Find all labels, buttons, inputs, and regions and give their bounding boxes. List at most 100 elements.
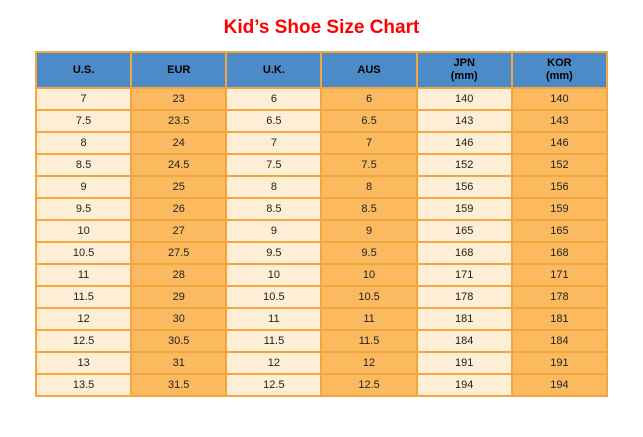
table-cell: 9 xyxy=(320,219,418,243)
table-cell: 7 xyxy=(320,131,418,155)
table-cell: 184 xyxy=(415,329,513,353)
table-cell: 12.5 xyxy=(320,373,418,397)
table-row: 11.5 29 10.5 10.5 178 178 xyxy=(34,285,609,309)
column-header-eur: EUR xyxy=(130,51,228,89)
table-cell: 11.5 xyxy=(34,285,133,309)
table-cell: 194 xyxy=(415,373,513,397)
table-cell: 10.5 xyxy=(320,285,418,309)
table-cell: 12 xyxy=(34,307,133,331)
table-cell: 7.5 xyxy=(225,153,323,177)
table-cell: 31 xyxy=(130,351,228,375)
table-row: 7 23 6 6 140 140 xyxy=(34,87,609,111)
table-row: 7.5 23.5 6.5 6.5 143 143 xyxy=(34,109,609,133)
table-row: 9.5 26 8.5 8.5 159 159 xyxy=(34,197,609,221)
table-cell: 9 xyxy=(225,219,323,243)
table-cell: 7 xyxy=(225,131,323,155)
table-cell: 156 xyxy=(510,175,609,199)
table-cell: 6.5 xyxy=(320,109,418,133)
shoe-size-table: U.S. EUR U.K. AUS JPN (mm) KOR (mm) 7 23 6 6 1… xyxy=(34,51,609,397)
table-cell: 10.5 xyxy=(34,241,133,265)
table-row: 12 30 11 11 181 181 xyxy=(34,307,609,331)
table-cell: 6.5 xyxy=(225,109,323,133)
table-cell: 191 xyxy=(415,351,513,375)
table-cell: 11 xyxy=(34,263,133,287)
column-header-us: U.S. xyxy=(34,51,133,89)
column-header-sublabel: (mm) xyxy=(545,70,573,82)
table-cell: 30 xyxy=(130,307,228,331)
table-cell: 24.5 xyxy=(130,153,228,177)
table-cell: 159 xyxy=(510,197,609,221)
table-cell: 31.5 xyxy=(130,373,228,397)
table-cell: 146 xyxy=(415,131,513,155)
table-cell: 143 xyxy=(415,109,513,133)
table-cell: 168 xyxy=(415,241,513,265)
table-cell: 12 xyxy=(225,351,323,375)
table-cell: 13.5 xyxy=(34,373,133,397)
table-cell: 12 xyxy=(320,351,418,375)
column-header-label: AUS xyxy=(357,63,381,76)
column-header-jpn: JPN (mm) xyxy=(415,51,513,89)
table-cell: 9.5 xyxy=(225,241,323,265)
table-cell: 10 xyxy=(225,263,323,287)
table-cell: 25 xyxy=(130,175,228,199)
table-cell: 7 xyxy=(34,87,133,111)
table-cell: 194 xyxy=(510,373,609,397)
table-cell: 152 xyxy=(510,153,609,177)
table-cell: 178 xyxy=(510,285,609,309)
table-cell: 11.5 xyxy=(320,329,418,353)
table-body: 7 23 6 6 140 140 7.5 23.5 6.5 6.5 143 143 8 24 7 7 146 14… xyxy=(34,87,609,397)
table-cell: 165 xyxy=(415,219,513,243)
table-cell: 140 xyxy=(510,87,609,111)
table-cell: 29 xyxy=(130,285,228,309)
table-cell: 11 xyxy=(320,307,418,331)
table-cell: 27.5 xyxy=(130,241,228,265)
column-header-sublabel: (mm) xyxy=(450,70,478,82)
column-header-label: EUR xyxy=(167,63,191,76)
column-header-uk: U.K. xyxy=(225,51,323,89)
table-cell: 159 xyxy=(415,197,513,221)
column-header-label: U.K. xyxy=(262,63,285,76)
table-cell: 11.5 xyxy=(225,329,323,353)
table-cell: 26 xyxy=(130,197,228,221)
table-cell: 181 xyxy=(510,307,609,331)
table-cell: 184 xyxy=(510,329,609,353)
table-cell: 9.5 xyxy=(34,197,133,221)
table-cell: 30.5 xyxy=(130,329,228,353)
page-title: Kid’s Shoe Size Chart xyxy=(223,17,420,38)
column-header-label: JPN xyxy=(453,57,475,69)
table-cell: 140 xyxy=(415,87,513,111)
table-cell: 6 xyxy=(320,87,418,111)
table-cell: 8.5 xyxy=(225,197,323,221)
table-row: 8.5 24.5 7.5 7.5 152 152 xyxy=(34,153,609,177)
table-cell: 9.5 xyxy=(320,241,418,265)
column-header-label: U.S. xyxy=(72,63,95,76)
table-cell: 27 xyxy=(130,219,228,243)
table-cell: 8.5 xyxy=(320,197,418,221)
table-cell: 10 xyxy=(34,219,133,243)
table-cell: 181 xyxy=(415,307,513,331)
column-header-aus: AUS xyxy=(320,51,418,89)
table-row: 11 28 10 10 171 171 xyxy=(34,263,609,287)
table-cell: 171 xyxy=(415,263,513,287)
table-cell: 191 xyxy=(510,351,609,375)
table-cell: 28 xyxy=(130,263,228,287)
table-cell: 168 xyxy=(510,241,609,265)
table-cell: 23 xyxy=(130,87,228,111)
table-cell: 143 xyxy=(510,109,609,133)
table-cell: 12.5 xyxy=(225,373,323,397)
table-cell: 24 xyxy=(130,131,228,155)
table-head: U.S. EUR U.K. AUS JPN (mm) KOR (mm) xyxy=(34,51,609,89)
table-row: 12.5 30.5 11.5 11.5 184 184 xyxy=(34,329,609,353)
column-header-label: KOR xyxy=(547,57,572,69)
table-cell: 12.5 xyxy=(34,329,133,353)
table-cell: 165 xyxy=(510,219,609,243)
table-cell: 10 xyxy=(320,263,418,287)
table-cell: 8 xyxy=(320,175,418,199)
table-cell: 11 xyxy=(225,307,323,331)
table-cell: 8.5 xyxy=(34,153,133,177)
table-cell: 9 xyxy=(34,175,133,199)
table-row: 8 24 7 7 146 146 xyxy=(34,131,609,155)
column-header-kor: KOR (mm) xyxy=(510,51,609,89)
table-cell: 10.5 xyxy=(225,285,323,309)
table-header-row: U.S. EUR U.K. AUS JPN (mm) KOR (mm) xyxy=(34,51,609,89)
